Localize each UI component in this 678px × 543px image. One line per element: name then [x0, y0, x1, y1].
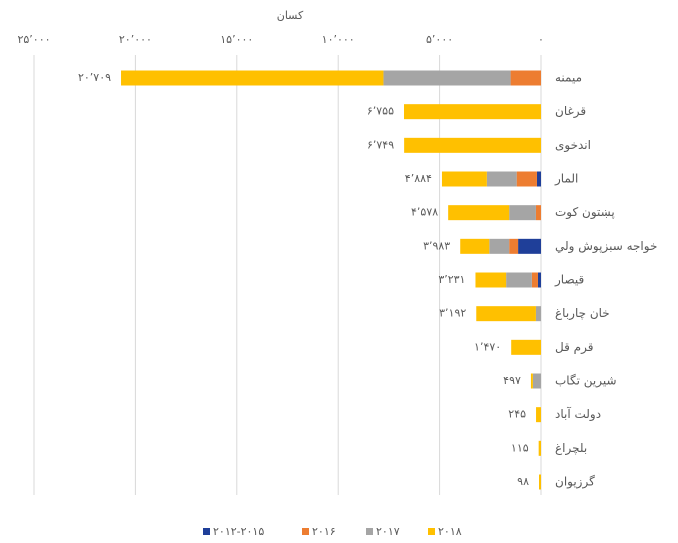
bar-segment	[404, 104, 541, 120]
total-label: ۴٬۵۷۸	[411, 206, 438, 219]
total-label: ۳٬۱۹۲	[439, 307, 466, 320]
bar-segment	[538, 440, 541, 456]
category-label: شیرین تگاب	[555, 374, 617, 389]
bar-segment	[489, 238, 510, 254]
x-tick-label: ۰	[538, 33, 544, 46]
legend-label: ۲۰۱۶	[312, 525, 336, 538]
x-tick-label: ۱۵٬۰۰۰	[220, 33, 253, 46]
bar-segment	[448, 205, 510, 221]
x-tick-label: ۲۵٬۰۰۰	[17, 33, 50, 46]
total-label: ۳٬۲۳۱	[438, 273, 465, 286]
bar-segment	[404, 137, 541, 153]
category-label: پښتون کوت	[555, 205, 615, 220]
total-label: ۶٬۷۵۵	[367, 105, 394, 118]
bar-segment	[532, 373, 541, 389]
bar-segment	[531, 272, 538, 288]
legend-swatch	[428, 528, 435, 535]
legend-swatch	[302, 528, 309, 535]
category-label: خواجه سبزپوش ولي	[555, 239, 657, 254]
bar-segment	[516, 171, 537, 187]
category-label: گرزیوان	[555, 475, 595, 490]
total-label: ۱٬۴۷۰	[474, 340, 501, 353]
bar-segment	[536, 171, 541, 187]
bar-segment	[536, 407, 541, 423]
bar-segment	[509, 238, 519, 254]
bar-segment	[511, 339, 541, 355]
x-tick-label: ۵٬۰۰۰	[426, 33, 453, 46]
category-label: دولت آباد	[555, 406, 601, 422]
legend-swatch	[203, 528, 210, 535]
bar-segment	[518, 238, 541, 254]
bar-segment	[506, 272, 532, 288]
total-label: ۳٬۹۸۳	[423, 239, 450, 252]
legend-swatch	[366, 528, 373, 535]
total-label: ۲۴۵	[508, 408, 526, 421]
total-label: ۴۹۷	[503, 374, 521, 387]
legend-label: ۲۰۱۷	[376, 525, 400, 538]
bar-segment	[539, 474, 541, 490]
bar-segment	[537, 272, 541, 288]
category-label: اندخوی	[555, 138, 591, 153]
axis-title: کسان	[277, 9, 304, 22]
category-label: المار	[554, 172, 578, 187]
total-label: ۱۱۵	[511, 441, 529, 454]
total-label: ۲۰٬۷۰۹	[78, 71, 111, 84]
bar-segment	[475, 272, 507, 288]
category-label: قرغان	[555, 104, 586, 119]
total-label: ۹۸	[517, 475, 529, 488]
bar-segment	[486, 171, 517, 187]
category-label: بلچراغ	[555, 441, 587, 456]
category-label: میمنه	[555, 71, 582, 85]
legend-label: ۲۰۱۲-۲۰۱۵	[213, 525, 264, 538]
bar-segment	[530, 373, 533, 389]
legend-label: ۲۰۱۸	[438, 525, 462, 538]
bar-segment	[441, 171, 487, 187]
bar-segment	[460, 238, 490, 254]
bar-segment	[535, 306, 541, 322]
x-tick-label: ۲۰٬۰۰۰	[119, 33, 152, 46]
bar-segment	[476, 306, 536, 322]
bar-segment	[383, 70, 511, 86]
category-label: قیصار	[554, 273, 584, 288]
total-label: ۶٬۷۴۹	[367, 138, 394, 151]
bar-segment	[510, 70, 541, 86]
category-label: خان چارباغ	[555, 306, 610, 321]
x-tick-label: ۱۰٬۰۰۰	[322, 33, 355, 46]
bar-segment	[121, 70, 384, 86]
bar-segment	[535, 205, 541, 221]
category-label: قرم قل	[555, 340, 593, 355]
total-label: ۴٬۸۸۴	[405, 172, 432, 185]
bar-segment	[509, 205, 536, 221]
